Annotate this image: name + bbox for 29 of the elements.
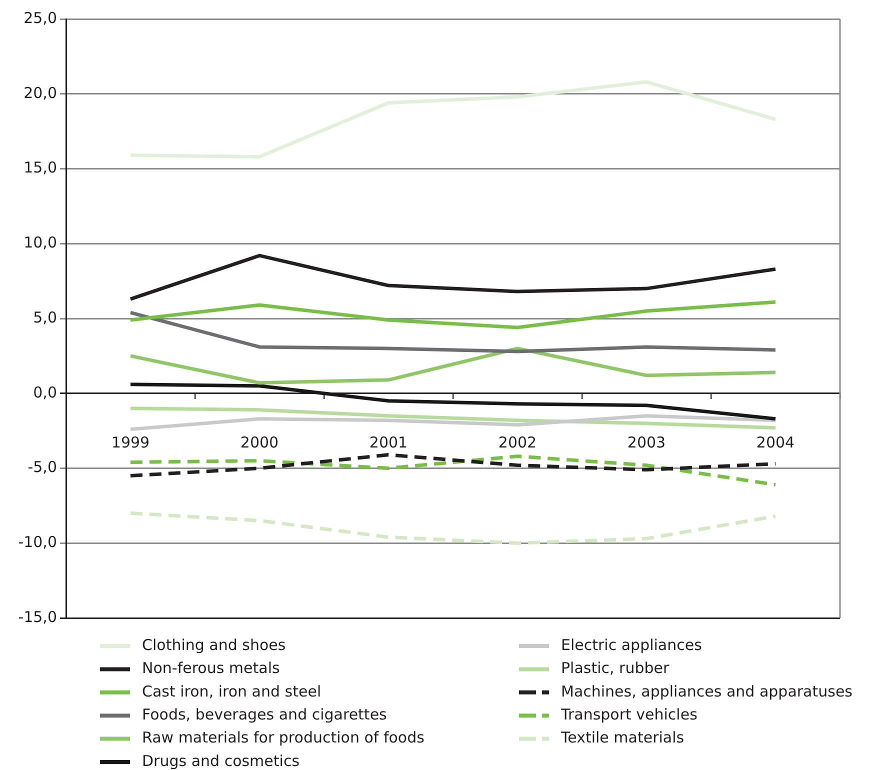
legend-label: Non-ferous metals [142, 659, 280, 678]
x-tick-label: 2000 [240, 433, 279, 452]
y-tick-label: 0,0 [33, 383, 57, 402]
y-tick-label: 20,0 [24, 84, 57, 102]
y-tick-label: -10,0 [18, 533, 57, 552]
x-tick-label: 2002 [498, 433, 537, 452]
legend-label: Textile materials [560, 728, 684, 747]
legend-label: Raw materials for production of foods [142, 728, 425, 747]
y-tick-label: -5,0 [28, 458, 57, 476]
line-series [128, 511, 778, 545]
line-series [128, 453, 778, 478]
line-series [128, 454, 778, 486]
legend-label: Electric appliances [561, 636, 702, 654]
x-tick-label: 2001 [369, 433, 408, 452]
legend-label: Foods, beverages and cigarettes [142, 705, 388, 724]
x-tick-label: 2003 [627, 433, 666, 452]
y-tick-label: 10,0 [24, 234, 57, 252]
legend-label: Plastic, rubber [561, 659, 670, 678]
x-tick-label: 1999 [111, 433, 150, 452]
y-tick-label: 25,0 [24, 8, 57, 27]
legend-label: Drugs and cosmetics [142, 752, 300, 770]
legend-label: Clothing and shoes [142, 636, 286, 654]
y-tick-label: 15,0 [24, 158, 57, 177]
legend-label: Machines, appliances and apparatuses [561, 682, 853, 700]
legend-label: Transport vehicles [560, 705, 698, 724]
legend-label: Cast iron, iron and steel [142, 682, 322, 700]
x-tick-label: 2004 [756, 433, 795, 452]
y-tick-label: -15,0 [18, 608, 57, 626]
y-tick-label: 5,0 [33, 308, 57, 326]
